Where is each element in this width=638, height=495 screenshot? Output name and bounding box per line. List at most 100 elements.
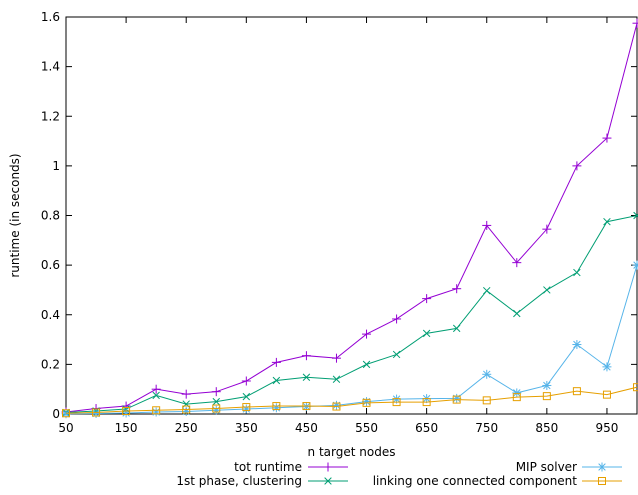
data-point — [572, 340, 582, 350]
y-tick-label: 0.2 — [41, 357, 60, 371]
x-tick-label: 350 — [235, 421, 258, 435]
data-point — [392, 314, 402, 324]
x-tick-label: 950 — [595, 421, 618, 435]
data-point — [152, 391, 160, 400]
data-point — [332, 375, 341, 383]
data-point — [92, 408, 101, 417]
legend-label: 1st phase, clustering — [176, 474, 302, 488]
x-tick-label: 750 — [475, 421, 498, 435]
y-tick-label: 0.4 — [41, 308, 60, 322]
data-point — [62, 409, 70, 418]
data-point — [452, 284, 462, 294]
x-tick-label: 850 — [535, 421, 558, 435]
data-point — [602, 362, 612, 372]
data-point — [272, 376, 281, 385]
data-point — [241, 376, 251, 386]
series-line — [65, 215, 638, 414]
data-point — [362, 398, 371, 407]
legend-label: tot runtime — [234, 460, 302, 474]
data-point — [302, 373, 311, 382]
data-point — [242, 403, 251, 412]
series-plus — [61, 18, 638, 417]
legend-swatch-marker — [597, 462, 607, 472]
y-tick-label: 0.6 — [41, 258, 60, 272]
data-point — [362, 360, 371, 369]
data-point — [182, 405, 191, 414]
data-point — [542, 224, 552, 234]
legend-entry: tot runtime — [234, 460, 348, 474]
legend-label: MIP solver — [516, 460, 577, 474]
legend-entry: MIP solver — [516, 460, 622, 474]
data-point — [603, 217, 611, 226]
data-point — [332, 402, 341, 411]
data-point — [422, 398, 431, 407]
x-tick-label: 650 — [415, 421, 438, 435]
y-axis: 0 0.2 0.4 0.6 0.8 1 1.2 1.4 1.6 — [41, 10, 637, 421]
data-point — [362, 329, 372, 339]
x-tick-label: 150 — [115, 421, 138, 435]
data-point — [482, 396, 491, 405]
y-tick-label: 0 — [52, 407, 60, 421]
data-point — [152, 406, 161, 415]
data-point — [242, 392, 251, 401]
x-tick-label: 250 — [175, 421, 198, 435]
data-point — [542, 392, 551, 401]
y-axis-title: runtime (in seconds) — [8, 153, 22, 277]
series-line — [65, 264, 638, 415]
series-x — [62, 211, 638, 417]
data-point — [422, 294, 432, 304]
x-axis-title: n target nodes — [308, 445, 396, 459]
data-point — [392, 398, 401, 407]
data-point — [632, 18, 638, 28]
series-layer — [61, 18, 638, 419]
x-tick-label: 550 — [355, 421, 378, 435]
data-point — [272, 402, 281, 411]
data-point — [633, 211, 638, 220]
plot-border — [65, 16, 638, 415]
series-line — [65, 386, 638, 414]
data-point — [513, 309, 521, 318]
data-point — [212, 397, 220, 406]
legend-label: linking one connected component — [373, 474, 578, 488]
data-point — [422, 329, 431, 338]
legend-swatch-marker — [324, 477, 332, 485]
x-tick-label: 50 — [58, 421, 73, 435]
data-point — [452, 324, 461, 333]
data-point — [512, 258, 522, 268]
data-point — [211, 387, 221, 397]
x-axis: 50 150 250 350 450 550 650 750 850 950 — [58, 17, 618, 435]
data-point — [542, 380, 552, 390]
series-square — [62, 383, 638, 418]
y-tick-label: 1 — [52, 159, 60, 173]
data-point — [331, 353, 341, 363]
data-point — [151, 384, 161, 394]
data-point — [392, 350, 401, 359]
data-point — [512, 388, 522, 398]
data-point — [482, 369, 492, 379]
data-point — [271, 357, 281, 367]
data-point — [212, 404, 221, 413]
data-point — [482, 220, 492, 230]
legend-entry: 1st phase, clustering — [176, 474, 348, 488]
y-tick-label: 1.2 — [41, 109, 60, 123]
legend-swatch-marker — [598, 477, 606, 485]
data-point — [573, 268, 581, 277]
y-tick-label: 1.6 — [41, 10, 60, 24]
legend-swatch-marker — [323, 462, 333, 472]
data-point — [483, 286, 491, 295]
y-tick-label: 1.4 — [41, 60, 60, 74]
legend-entry: linking one connected component — [373, 474, 622, 488]
data-point — [543, 286, 551, 294]
data-point — [452, 395, 461, 404]
x-tick-label: 450 — [295, 421, 318, 435]
data-point — [512, 393, 521, 402]
y-tick-label: 0.8 — [41, 209, 60, 223]
data-point — [181, 389, 191, 399]
data-point — [602, 390, 611, 399]
data-point — [602, 133, 612, 143]
data-point — [122, 407, 131, 416]
data-point — [572, 387, 581, 396]
data-point — [633, 383, 638, 392]
